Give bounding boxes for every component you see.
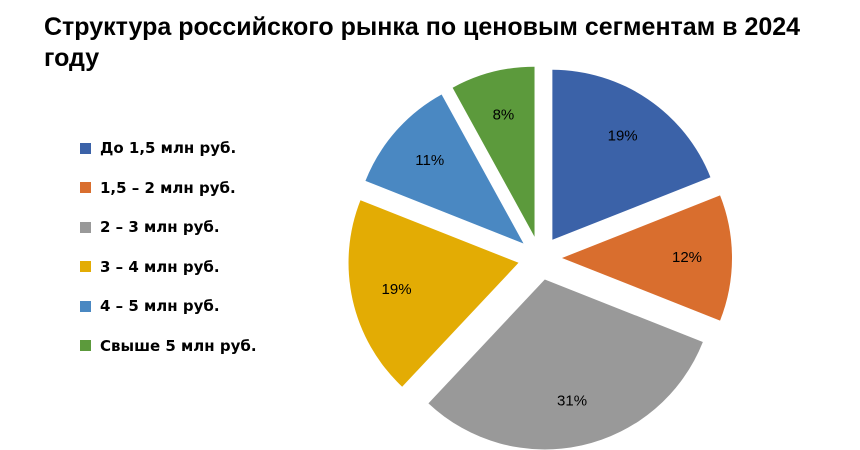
legend-swatch (80, 182, 91, 194)
pie-slice (552, 69, 711, 240)
legend-item: 2 – 3 млн руб. (80, 217, 257, 237)
legend-label: Свыше 5 млн руб. (100, 336, 257, 355)
legend-item: До 1,5 млн руб. (80, 138, 257, 158)
slice-data-label: 8% (493, 107, 515, 124)
chart-title: Структура российского рынка по ценовым с… (44, 13, 801, 72)
slice-data-label: 11% (415, 152, 444, 169)
legend-item: Свыше 5 млн руб. (80, 336, 257, 356)
legend: До 1,5 млн руб. 1,5 – 2 млн руб. 2 – 3 м… (80, 138, 257, 376)
legend-swatch (80, 221, 91, 233)
slice-data-label: 19% (382, 281, 412, 298)
legend-label: 1,5 – 2 млн руб. (100, 178, 236, 197)
slice-data-label: 19% (608, 127, 638, 144)
slice-data-label: 31% (557, 392, 587, 409)
legend-label: 4 – 5 млн руб. (100, 297, 220, 316)
legend-item: 4 – 5 млн руб. (80, 296, 257, 316)
pie-slice (452, 66, 535, 237)
pie-slice (348, 200, 519, 387)
legend-swatch (80, 300, 91, 312)
legend-label: 3 – 4 млн руб. (100, 257, 220, 276)
legend-item: 1,5 – 2 млн руб. (80, 178, 257, 198)
pie-slice (562, 195, 733, 321)
legend-item: 3 – 4 млн руб. (80, 257, 257, 277)
legend-swatch (80, 261, 91, 273)
legend-label: До 1,5 млн руб. (100, 139, 237, 157)
legend-swatch (80, 142, 91, 154)
slice-data-label: 12% (672, 249, 702, 266)
pie-slice (365, 94, 524, 244)
pie-slice (428, 279, 703, 450)
legend-label: 2 – 3 млн руб. (100, 218, 220, 237)
legend-swatch (80, 340, 91, 352)
